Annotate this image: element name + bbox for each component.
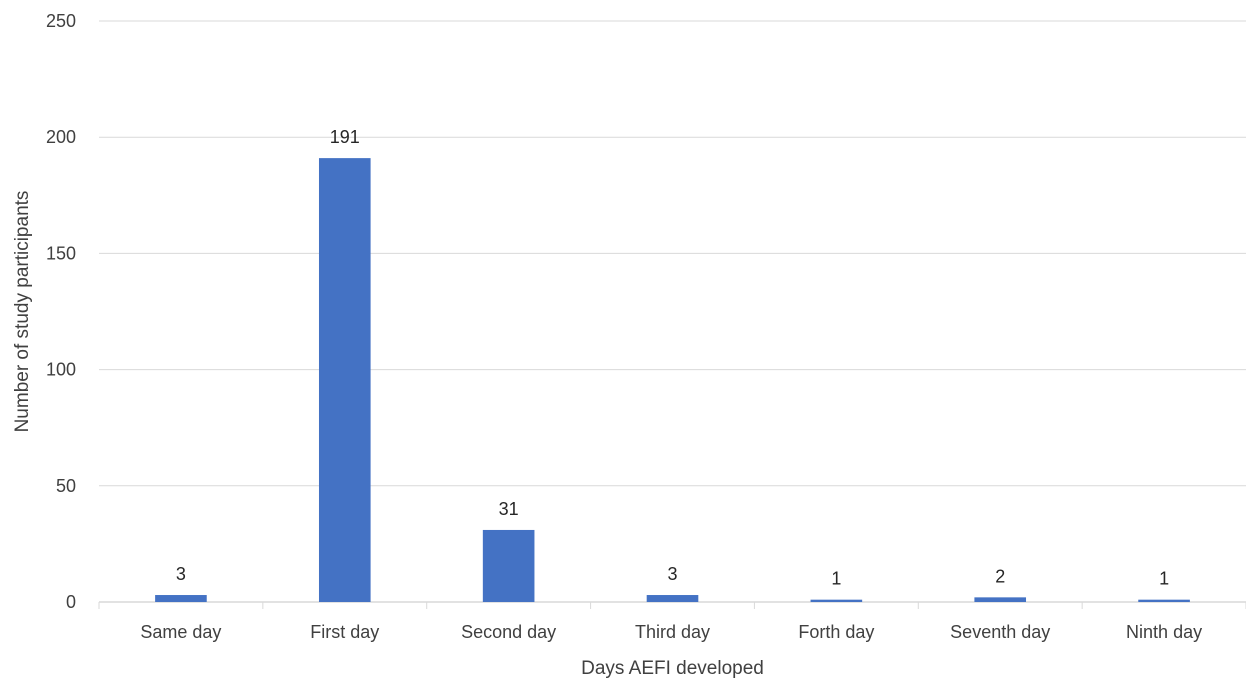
x-tick-label: Seventh day: [950, 622, 1050, 642]
data-label: 3: [667, 564, 677, 584]
x-tick-label: Forth day: [798, 622, 874, 642]
data-label: 191: [330, 127, 360, 147]
y-tick-label: 200: [46, 127, 76, 147]
bar: [318, 158, 371, 602]
y-tick-label: 50: [56, 476, 76, 496]
bar: [482, 529, 535, 602]
data-label: 1: [831, 569, 841, 589]
y-tick-label: 0: [66, 592, 76, 612]
bar: [810, 599, 863, 602]
bar: [646, 595, 699, 602]
x-tick-label: Second day: [461, 622, 556, 642]
x-tick-label: Ninth day: [1126, 622, 1202, 642]
x-tick-label: First day: [310, 622, 379, 642]
bar: [974, 597, 1027, 602]
y-axis-title: Number of study participants: [12, 191, 33, 433]
gridlines: [99, 20, 1246, 487]
axes: [98, 601, 1246, 609]
x-tick-label: Same day: [140, 622, 221, 642]
bars: [155, 158, 1190, 602]
data-label: 31: [499, 499, 519, 519]
data-label: 2: [995, 566, 1005, 586]
y-tick-label: 150: [46, 243, 76, 263]
bar: [155, 595, 207, 602]
data-label: 3: [176, 564, 186, 584]
x-axis-title: Days AEFI developed: [581, 658, 764, 679]
tick-labels: 0 50 100 150 200 250 Same day First day Second d…: [46, 11, 1202, 642]
y-tick-label: 250: [46, 11, 76, 31]
x-tick-label: Third day: [635, 622, 710, 642]
data-label: 1: [1159, 569, 1169, 589]
bar: [1138, 599, 1190, 602]
y-tick-label: 100: [46, 360, 76, 380]
